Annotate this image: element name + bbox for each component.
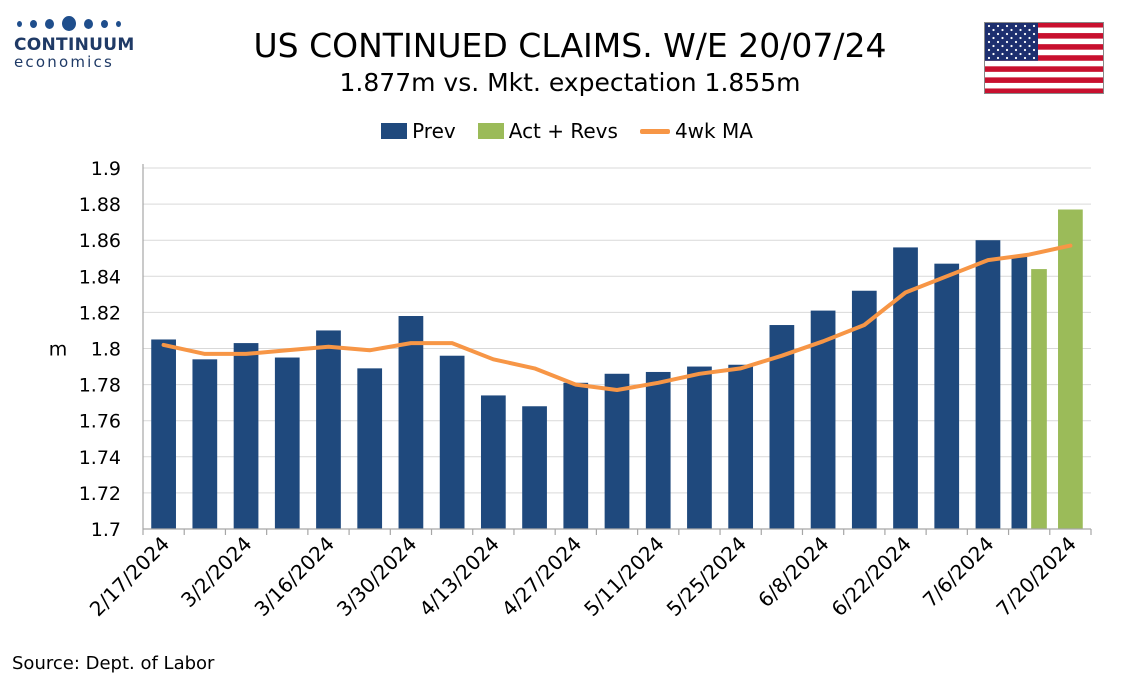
y-tick-label: 1.76 — [79, 411, 121, 433]
x-tick-label: 4/13/2024 — [414, 532, 503, 621]
x-tick-label: 3/16/2024 — [250, 532, 339, 621]
x-tick-label: 4/27/2024 — [497, 532, 586, 621]
bar-act — [1031, 269, 1047, 529]
bar-prev — [316, 330, 341, 529]
chart-legend: Prev Act + Revs 4wk MA — [0, 118, 1134, 144]
legend-item-act: Act + Revs — [477, 119, 618, 143]
bar-act — [1058, 209, 1083, 529]
x-tick-label: 6/22/2024 — [827, 532, 916, 621]
y-tick-label: 1.72 — [79, 483, 121, 505]
y-tick-label: 1.74 — [79, 447, 121, 469]
bar-prev — [728, 364, 754, 529]
y-tick-label: 1.82 — [79, 302, 121, 324]
bar-prev — [934, 263, 960, 529]
bar-prev — [151, 339, 176, 529]
bar-prev — [439, 355, 465, 529]
bar-prev — [357, 368, 383, 529]
logo-dots-icon — [14, 14, 132, 34]
bar-prev — [192, 359, 218, 529]
x-tick-label: 3/2/2024 — [176, 532, 256, 612]
bar-prev — [810, 310, 836, 529]
bar-prev — [522, 406, 547, 529]
legend-swatch-ma — [639, 128, 670, 134]
bar-prev — [975, 240, 1001, 529]
y-tick-label: 1.8 — [91, 339, 121, 361]
x-tick-label: 6/8/2024 — [753, 532, 833, 612]
bar-prev — [851, 290, 877, 529]
y-axis-label: m — [49, 339, 68, 361]
bar-prev — [233, 343, 259, 529]
y-tick-label: 1.9 — [91, 158, 121, 180]
legend-label-prev: Prev — [412, 119, 456, 143]
x-tick-label: 5/11/2024 — [579, 532, 668, 621]
x-tick-label: 3/30/2024 — [332, 532, 421, 621]
source-note: Source: Dept. of Labor — [12, 653, 215, 674]
logo-name: CONTINUUM — [14, 35, 135, 55]
bar-prev — [687, 366, 712, 529]
bar-prev — [604, 373, 630, 529]
x-tick-label: 2/17/2024 — [85, 532, 174, 621]
bar-prev — [274, 357, 300, 529]
y-tick-label: 1.7 — [91, 519, 121, 541]
y-tick-label: 1.84 — [79, 266, 121, 288]
bar-prev — [480, 395, 506, 529]
legend-label-ma: 4wk MA — [674, 119, 753, 143]
x-tick-label: 7/6/2024 — [918, 532, 998, 612]
y-tick-label: 1.78 — [79, 375, 121, 397]
legend-label-act: Act + Revs — [508, 119, 618, 143]
chart-subtitle: 1.877m vs. Mkt. expectation 1.855m — [339, 68, 801, 97]
continuum-logo: CONTINUUM economics — [14, 14, 135, 71]
chart-title: US CONTINUED CLAIMS. W/E 20/07/24 — [253, 26, 887, 65]
y-tick-label: 1.86 — [79, 230, 121, 252]
bar-prev — [645, 371, 671, 529]
bar-prev — [1011, 256, 1028, 529]
bar-prev — [563, 382, 589, 529]
legend-swatch-act — [477, 123, 504, 139]
x-tick-label: 7/20/2024 — [991, 532, 1080, 621]
logo-subtitle: economics — [14, 53, 114, 71]
y-tick-label: 1.88 — [79, 194, 121, 216]
legend-item-ma: 4wk MA — [639, 119, 753, 143]
legend-swatch-prev — [381, 123, 408, 139]
us-flag-icon — [984, 22, 1104, 94]
bar-prev — [398, 316, 424, 529]
x-tick-label: 5/25/2024 — [662, 532, 751, 621]
legend-item-prev: Prev — [381, 119, 456, 143]
line-4wk-ma — [161, 243, 1073, 392]
